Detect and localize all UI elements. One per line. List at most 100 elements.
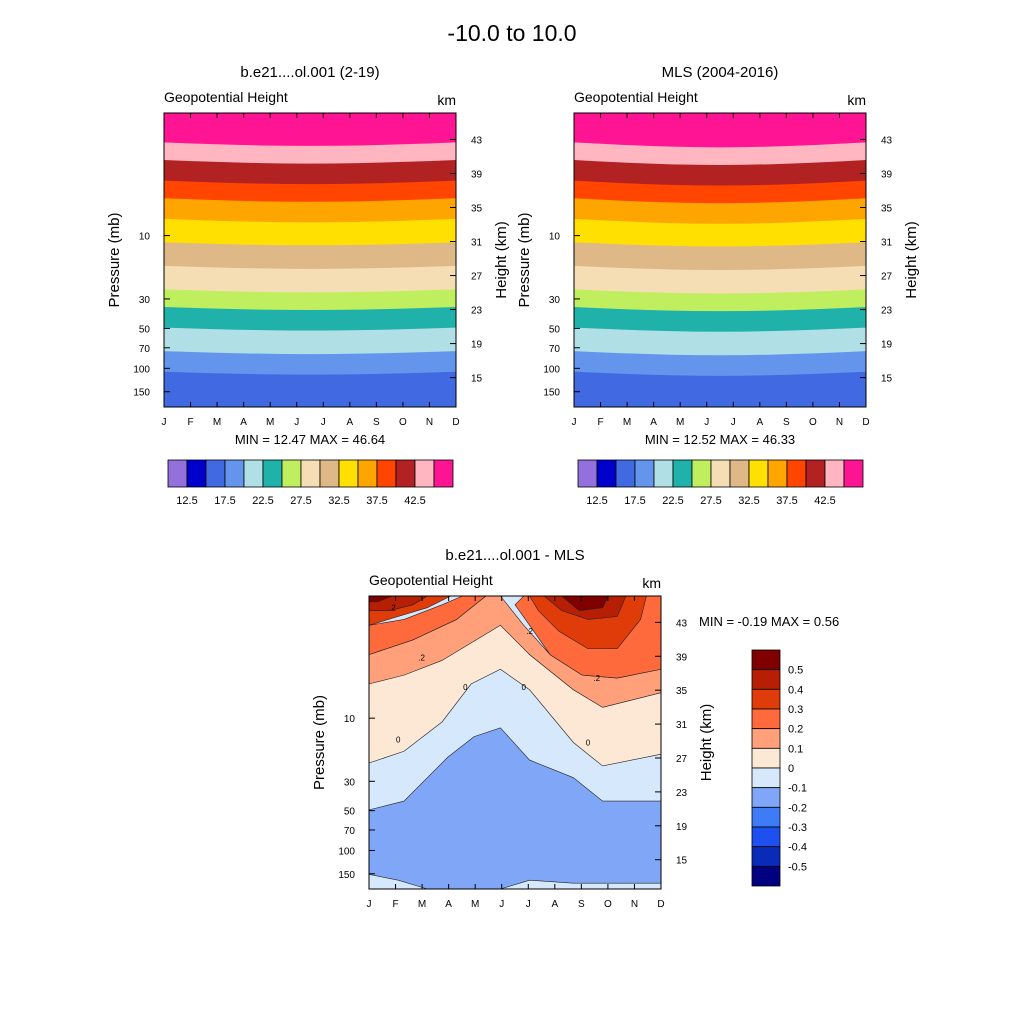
y2-tick-label: 19 [881, 340, 893, 351]
colorbar-label: -0.5 [788, 861, 807, 873]
x-tick-label: M [213, 417, 221, 428]
y2-tick-label: 35 [676, 686, 688, 697]
y-tick-label: 150 [338, 870, 355, 881]
x-tick-label: A [240, 417, 247, 428]
y-tick-label: 100 [338, 846, 355, 857]
stats-label: MIN = 12.47 MAX = 46.64 [235, 432, 385, 447]
colorbar-box [672, 459, 693, 488]
y-tick-label: 50 [139, 324, 151, 335]
y2-tick-label: 35 [471, 204, 483, 215]
y-tick-label: 150 [543, 388, 560, 399]
x-tick-label: A [445, 899, 452, 910]
colorbar-box [319, 459, 340, 488]
y2-axis-label: Height (km) [698, 704, 715, 782]
y2-tick-label: 35 [881, 204, 893, 215]
y2-tick-label: 39 [676, 652, 688, 663]
y2-tick-label: 19 [676, 822, 688, 833]
colorbar-box [224, 459, 245, 488]
colorbar-box [751, 846, 781, 867]
colorbar-label: 0.1 [788, 743, 803, 755]
x-tick-label: O [604, 899, 612, 910]
x-tick-label: N [836, 417, 843, 428]
panel-title: b.e21....ol.001 (2-19) [240, 64, 379, 81]
x-tick-label: D [862, 417, 869, 428]
colorbar-box [751, 826, 781, 848]
colorbar-label: -0.2 [788, 802, 807, 814]
contour-label: .2 [593, 674, 600, 683]
x-tick-label: O [809, 417, 817, 428]
panel-title: MLS (2004-2016) [662, 64, 779, 81]
colorbar-label: 17.5 [214, 495, 235, 507]
colorbar-label: 0.2 [788, 724, 803, 736]
colorbar-box [751, 728, 781, 749]
contour-label: 0 [522, 683, 527, 692]
colorbar-box [751, 669, 781, 690]
colorbar-box [634, 459, 655, 488]
colorbar-label: 22.5 [662, 495, 683, 507]
colorbar-box [751, 865, 781, 887]
x-tick-label: J [704, 417, 709, 428]
stats-label: MIN = -0.19 MAX = 0.56 [699, 614, 839, 629]
y-tick-label: 70 [344, 826, 356, 837]
y2-tick-label: 15 [471, 374, 483, 385]
y-axis-label: Pressure (mb) [311, 695, 328, 790]
y2-tick-label: 39 [881, 169, 893, 180]
colorbar-box [767, 459, 788, 488]
y2-tick-label: 15 [881, 374, 893, 385]
y-tick-label: 30 [549, 295, 561, 306]
colorbar-box [653, 459, 674, 488]
y-tick-label: 100 [543, 364, 560, 375]
right-string: km [847, 92, 866, 108]
colorbar-box [751, 806, 781, 828]
y-tick-label: 100 [133, 364, 150, 375]
colorbar-label: 22.5 [252, 495, 273, 507]
y-tick-label: 50 [344, 807, 356, 818]
x-tick-label: S [783, 417, 790, 428]
colorbar-label: 32.5 [328, 495, 349, 507]
x-tick-label: M [266, 417, 274, 428]
x-tick-label: M [676, 417, 684, 428]
colorbar-box [751, 649, 781, 671]
colorbar-box [433, 459, 454, 488]
contour-label: 0 [463, 683, 468, 692]
contour-band [164, 371, 456, 407]
contour-label: .2 [526, 627, 533, 636]
contour-label: .2 [418, 653, 425, 662]
colorbar-box [729, 459, 750, 488]
x-tick-label: J [731, 417, 736, 428]
colorbar-box [577, 459, 598, 488]
y-tick-label: 10 [139, 232, 151, 243]
y2-tick-label: 31 [471, 238, 483, 249]
colorbar-label: 42.5 [404, 495, 425, 507]
plot-frame [368, 595, 662, 890]
x-tick-label: F [597, 417, 603, 428]
colorbar-box [824, 459, 845, 488]
x-tick-label: S [373, 417, 380, 428]
x-tick-label: A [346, 417, 353, 428]
plot-frame [163, 112, 457, 408]
colorbar-box [751, 747, 781, 769]
x-tick-label: S [578, 899, 585, 910]
contour-label: .2 [389, 604, 396, 613]
y-tick-label: 10 [344, 714, 356, 725]
y2-tick-label: 23 [676, 788, 688, 799]
x-tick-label: J [162, 417, 167, 428]
colorbar-box [710, 459, 731, 488]
colorbar-label: 17.5 [624, 495, 645, 507]
colorbar-box [596, 459, 617, 488]
colorbar-box [615, 459, 636, 488]
left-string: Geopotential Height [369, 572, 493, 588]
y2-tick-label: 43 [881, 135, 893, 146]
contour-label: 0 [586, 738, 591, 747]
colorbar-label: 0.4 [788, 684, 803, 696]
contour-band [574, 371, 866, 407]
plot-frame [573, 112, 867, 408]
panel-title: b.e21....ol.001 - MLS [445, 547, 584, 564]
panel-mls: MLS (2004-2016) Geopotential Height km J F M A… [516, 64, 920, 507]
y2-tick-label: 23 [471, 306, 483, 317]
y2-tick-label: 31 [881, 238, 893, 249]
colorbar-label: 27.5 [700, 495, 721, 507]
x-tick-label: A [551, 899, 558, 910]
left-string: Geopotential Height [164, 89, 288, 105]
x-tick-label: M [471, 899, 479, 910]
